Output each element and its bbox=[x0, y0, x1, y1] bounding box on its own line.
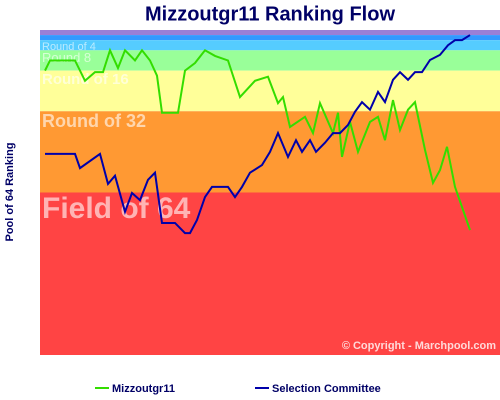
series-line bbox=[45, 34, 471, 235]
legend-label: Mizzoutgr11 bbox=[112, 383, 175, 395]
band bbox=[40, 50, 500, 71]
band bbox=[40, 40, 500, 51]
chart-title: Mizzoutgr11 Ranking Flow bbox=[145, 3, 395, 25]
band bbox=[40, 192, 500, 355]
band bbox=[40, 30, 500, 36]
y-axis-title: Pool of 64 Ranking bbox=[4, 142, 16, 241]
legend-label: Selection Committee bbox=[272, 383, 381, 395]
band bbox=[40, 70, 500, 112]
band-label: Round of 32 bbox=[42, 111, 146, 131]
copyright: © Copyright - Marchpool.com bbox=[342, 340, 496, 352]
series-line bbox=[44, 47, 471, 231]
band-label: Field of 64 bbox=[42, 192, 191, 225]
band-label: Round of 4 bbox=[42, 41, 96, 53]
band bbox=[40, 35, 500, 41]
